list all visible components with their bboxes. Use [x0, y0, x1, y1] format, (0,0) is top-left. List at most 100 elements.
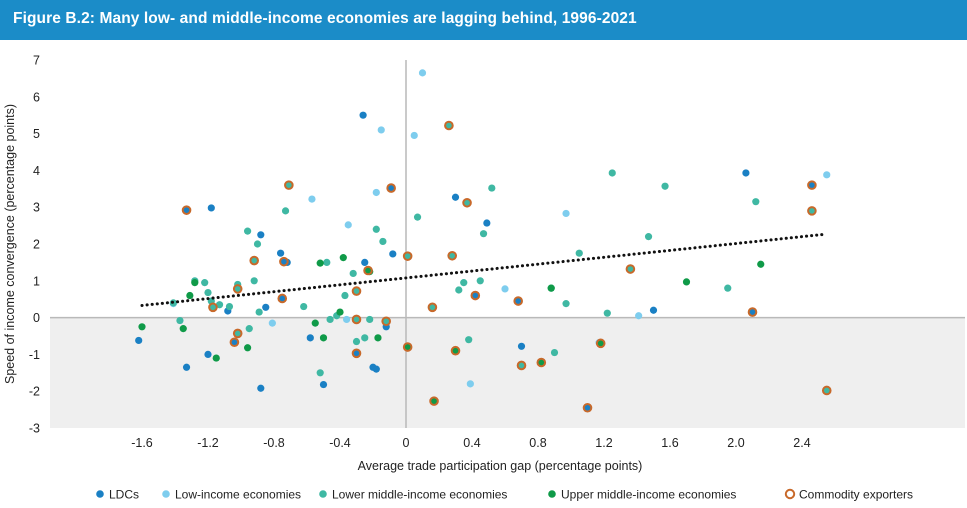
data-point: [352, 337, 361, 346]
commodity-exporter-point: [284, 180, 294, 190]
commodity-exporter-point: [462, 197, 472, 208]
commodity-exporter-point: [386, 183, 396, 193]
data-point: [644, 233, 653, 241]
data-point: [319, 334, 328, 342]
y-tick-label: 4: [33, 164, 40, 178]
x-tick-label: 0.8: [529, 436, 546, 450]
x-tick-label: -0.4: [329, 436, 351, 450]
data-point: [176, 316, 184, 325]
data-point: [742, 169, 750, 177]
data-point: [245, 325, 253, 333]
axes-layer: [50, 60, 965, 428]
data-point: [306, 334, 314, 342]
data-point: [752, 198, 760, 206]
legend-label: LDCs: [109, 488, 139, 502]
data-point: [138, 323, 146, 331]
data-point: [336, 308, 344, 316]
x-tick-label: 1.6: [661, 436, 678, 450]
data-point: [341, 291, 349, 300]
data-point: [562, 300, 570, 308]
commodity-exporter-point: [277, 293, 288, 304]
y-tick-label: 5: [33, 127, 40, 141]
negative-region-band: [50, 317, 965, 428]
legend-marker: [96, 490, 104, 498]
data-point: [207, 204, 215, 212]
x-tick-label: 0.4: [463, 436, 480, 450]
y-tick-label: -3: [29, 422, 40, 436]
x-axis-label: Average trade participation gap (percent…: [358, 459, 643, 473]
data-point: [257, 384, 265, 392]
commodity-exporter-point: [747, 307, 758, 317]
commodity-exporter-point: [249, 255, 259, 266]
data-point: [361, 258, 369, 266]
legend-marker-commodity: [784, 488, 796, 500]
data-point: [262, 303, 270, 311]
y-tick-label: 1: [33, 274, 40, 288]
data-point: [379, 237, 387, 246]
data-point: [244, 227, 252, 235]
data-point: [323, 258, 331, 266]
data-point: [372, 188, 380, 197]
data-point: [135, 336, 143, 345]
figure-banner: Figure B.2: Many low- and middle-income …: [0, 0, 967, 40]
legend-marker: [319, 490, 327, 498]
data-point: [277, 249, 285, 257]
data-point: [649, 306, 658, 314]
y-axis-label: Speed of income convergence (percentage …: [3, 104, 17, 384]
data-point: [253, 240, 262, 248]
x-tick-label: 2.0: [727, 436, 744, 450]
commodity-exporter-point: [181, 205, 192, 215]
figure-title: Figure B.2: Many low- and middle-income …: [13, 10, 637, 27]
data-point: [413, 213, 422, 221]
data-point: [517, 342, 526, 350]
y-tick-label: -2: [29, 385, 40, 399]
data-point: [476, 277, 484, 285]
data-point: [550, 348, 559, 357]
data-point: [460, 279, 468, 287]
data-point: [479, 230, 488, 238]
data-point: [661, 182, 669, 190]
legend-label: Upper middle-income economies: [561, 488, 736, 502]
data-point: [339, 254, 347, 262]
data-point: [757, 260, 765, 268]
x-tick-label: -1.2: [197, 436, 219, 450]
legend-marker: [548, 490, 556, 498]
y-tick-label: -1: [29, 348, 40, 362]
data-point: [366, 315, 374, 324]
data-point: [255, 308, 263, 316]
data-point: [319, 380, 328, 389]
data-point: [343, 315, 351, 324]
data-point: [359, 111, 367, 119]
x-tick-label: -0.8: [263, 436, 285, 450]
commodity-exporter-point: [351, 348, 362, 359]
x-tick-label: 2.4: [793, 436, 810, 450]
data-point: [372, 365, 380, 373]
data-point: [281, 207, 290, 215]
data-point: [201, 279, 209, 287]
data-point: [451, 193, 460, 201]
x-tick-label: 0: [403, 436, 410, 450]
data-point: [374, 334, 382, 342]
legend-label: Commodity exporters: [799, 488, 913, 502]
data-point: [212, 354, 220, 362]
data-point: [182, 363, 191, 371]
trendline: [140, 232, 829, 307]
data-point: [372, 225, 380, 233]
data-point: [225, 302, 234, 311]
data-point: [465, 336, 473, 344]
commodity-exporter-point: [447, 250, 458, 261]
commodity-exporter-point: [582, 402, 593, 413]
data-point: [326, 315, 334, 324]
data-point: [344, 221, 352, 229]
commodity-exporter-point: [279, 256, 289, 267]
data-point: [389, 250, 397, 258]
commodity-exporter-point: [381, 316, 392, 327]
tick-labels-layer: -1.6 -1.2 -0.8 -0.4 0 0.4 0.8 1.2 1.6 2.0 2.4 -3 -2 -…: [29, 54, 811, 451]
y-tick-label: 3: [33, 201, 40, 215]
data-point: [300, 302, 308, 311]
commodity-exporter-point: [351, 286, 362, 296]
data-point: [724, 284, 732, 292]
x-tick-label: -1.6: [131, 436, 153, 450]
legend-label: Low-income economies: [175, 488, 301, 502]
data-point: [483, 219, 491, 227]
